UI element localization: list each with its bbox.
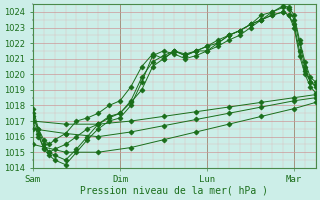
X-axis label: Pression niveau de la mer( hPa ): Pression niveau de la mer( hPa ) <box>80 186 268 196</box>
